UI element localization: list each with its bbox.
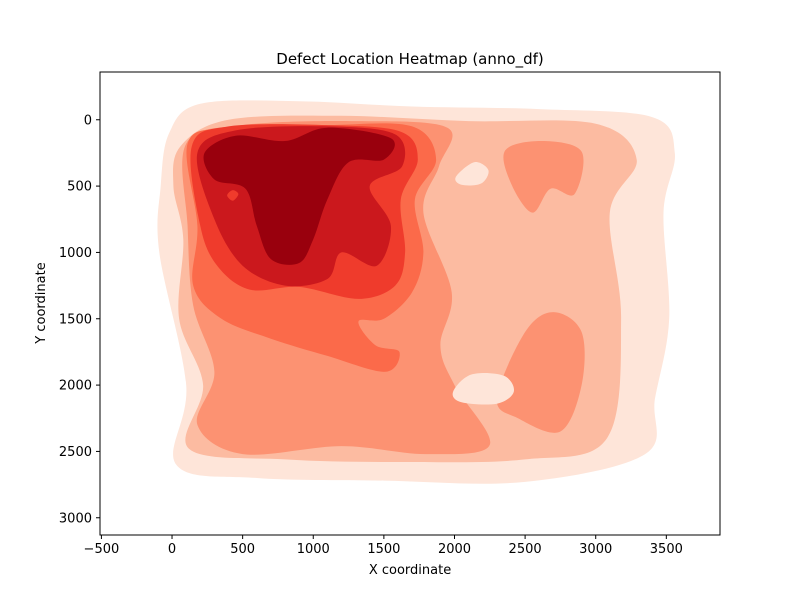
y-tick-label: 2500 <box>59 445 92 460</box>
y-tick-label: 1500 <box>59 312 92 327</box>
contour-level-7-peak-zone <box>203 127 395 265</box>
y-tick-label: 3000 <box>59 511 92 526</box>
x-tick-label: 500 <box>230 542 255 557</box>
contour-spot-small <box>227 190 239 201</box>
contour-level-3-bottom-right-lobe <box>496 312 585 433</box>
x-tick-label: 2500 <box>509 542 542 557</box>
x-tick-label: 3500 <box>650 542 683 557</box>
x-tick-label: 1000 <box>297 542 330 557</box>
contour-layer <box>157 100 675 484</box>
chart-title: Defect Location Heatmap (anno_df) <box>276 50 543 69</box>
contour-hole-lower-right <box>452 372 515 405</box>
x-tick-label: 1500 <box>367 542 400 557</box>
y-axis: 0 500 1000 1500 2000 2500 3000 <box>59 113 100 526</box>
y-tick-label: 2000 <box>59 379 92 394</box>
x-axis-label: X coordinate <box>369 563 451 578</box>
x-tick-label: 3000 <box>579 542 612 557</box>
contour-level-3-right-top-lobe <box>503 140 584 213</box>
y-tick-label: 1000 <box>59 246 92 261</box>
contour-hole-upper-right <box>455 162 489 186</box>
x-tick-label: 0 <box>168 542 176 557</box>
y-tick-label: 500 <box>67 180 92 195</box>
x-tick-label: 2000 <box>438 542 471 557</box>
x-axis: −500 0 500 1000 1500 2000 2500 3000 3500 <box>84 535 683 557</box>
y-tick-label: 0 <box>84 113 92 128</box>
plot-frame <box>99 71 721 536</box>
x-tick-label: −500 <box>84 542 120 557</box>
y-axis-label: Y coordinate <box>34 262 49 344</box>
